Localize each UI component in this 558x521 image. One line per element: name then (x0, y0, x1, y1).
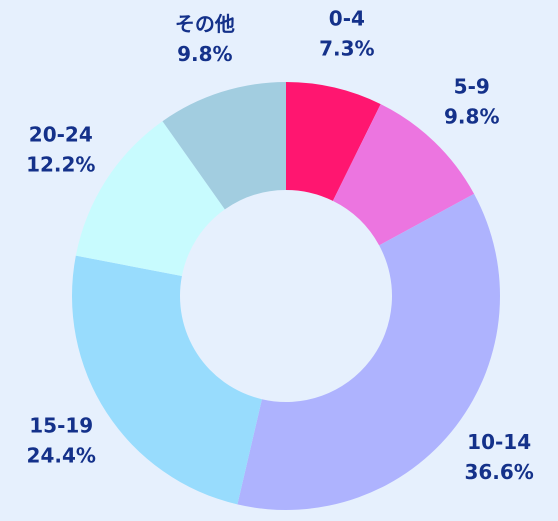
slice-value-label-3: 24.4% (27, 443, 96, 467)
slice-label-1: 5-9 (454, 74, 490, 98)
slice-1 (332, 104, 475, 246)
slice-value-label-4: 12.2% (26, 152, 95, 176)
slice-label-5: その他 (175, 12, 235, 36)
slices-group (71, 82, 500, 510)
slice-0 (286, 82, 381, 201)
slice-3 (71, 255, 262, 505)
slice-4 (75, 121, 225, 276)
slice-value-label-1: 9.8% (444, 104, 499, 128)
slice-label-4: 20-24 (29, 122, 93, 146)
labels-group: 0-4 7.3% 5-9 9.8% 10-14 36.6% 15-19 24.4% 20-24 1… (26, 7, 534, 484)
slice-label-2: 10-14 (467, 430, 531, 454)
slice-5 (162, 82, 286, 210)
slice-value-label-0: 7.3% (319, 37, 374, 61)
slice-label-0: 0-4 (329, 7, 365, 31)
slice-value-label-2: 36.6% (464, 460, 533, 484)
slice-label-3: 15-19 (29, 413, 93, 437)
slice-2 (237, 193, 500, 510)
slice-value-label-5: 9.8% (177, 42, 232, 66)
